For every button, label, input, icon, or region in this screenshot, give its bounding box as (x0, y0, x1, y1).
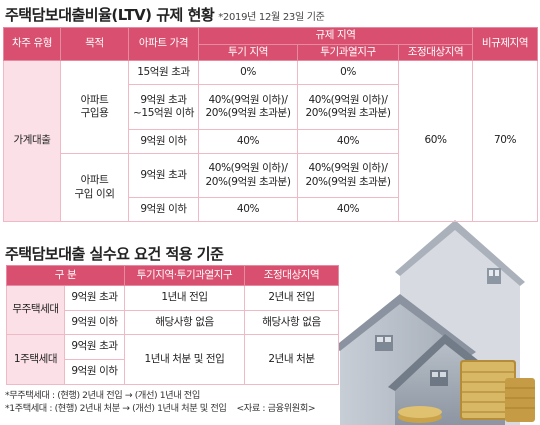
table-row: 9억원 이하 (7, 359, 339, 385)
table-row: 1주택세대 9억원 초과 1년내 처분 및 전입 2년내 처분 (6, 334, 339, 385)
price-cell: 9억원 초과 ~15억원 이하 (128, 84, 199, 130)
overheated-cell: 40% (297, 129, 399, 154)
spec-overheated-cell: 1년내 처분 및 전입 (124, 334, 245, 385)
adjustment-cell: 해당사항 없음 (244, 310, 339, 335)
ltv-title-text: 주택담보대출비율(LTV) 규제 현황 (5, 6, 215, 24)
table-row: 9억원 이하 40% 40% (4, 197, 538, 222)
household-loan-cell: 가계대출 (3, 60, 61, 222)
table-row: 9억원 이하 40% 40% (4, 129, 538, 154)
price-cell: 9억원 초과 (64, 334, 125, 360)
speculation-cell: 0% (198, 60, 298, 85)
header-adjustment-area: 조정대상지역 (397, 44, 474, 61)
spec-overheated-cell: 1년내 전입 (124, 285, 245, 311)
overheated-cell: 40%(9억원 이하)/ 20%(9억원 초과분) (297, 153, 399, 198)
price-cell: 9억원 이하 (128, 129, 199, 154)
spec-overheated-cell: 해당사항 없음 (124, 310, 245, 335)
header-adjustment: 조정대상지역 (244, 265, 339, 286)
header-apartment-price: 아파트 가격 (128, 27, 199, 61)
adjustment-cell: 2년내 전입 (244, 285, 339, 311)
coin-stack-icon (398, 360, 535, 423)
ltv-title: 주택담보대출비율(LTV) 규제 현황 *2019년 12월 23일 기준 (5, 4, 325, 25)
price-cell: 9억원 이하 (64, 359, 125, 385)
ltv-date-note: *2019년 12월 23일 기준 (218, 12, 325, 23)
price-cell: 9억원 이하 (128, 197, 199, 222)
table-row: 9억원 초과 ~15억원 이하 40%(9억원 이하)/ 20%(9억원 초과분… (4, 84, 538, 130)
ltv-table: 차주 유형 목적 아파트 가격 규제 지역 비규제지역 투기 지역 투기과열지구… (3, 27, 539, 222)
price-cell: 15억원 초과 (128, 60, 199, 85)
footnote-one-home-row: *1주택세대 : (현행) 2년내 처분 → (개선) 1년내 처분 및 전입 <… (5, 402, 316, 415)
table-row: 무주택세대 9억원 초과 1년내 전입 2년내 전입 (6, 285, 339, 335)
speculation-cell: 40%(9억원 이하)/ 20%(9억원 초과분) (198, 153, 298, 198)
demand-table: 구 분 투기지역·투기과열지구 조정대상지역 무주택세대 9억원 초과 1년내 … (6, 265, 339, 385)
speculation-cell: 40% (198, 197, 298, 222)
overheated-cell: 0% (297, 60, 399, 85)
adjustment-value-cell: 60% (397, 60, 474, 222)
overheated-cell: 40%(9억원 이하)/ 20%(9억원 초과분) (297, 84, 399, 130)
overheated-cell: 40% (297, 197, 399, 222)
purpose-other-cell: 아파트 구입 이외 (60, 153, 129, 222)
speculation-cell: 40% (198, 129, 298, 154)
price-cell: 9억원 이하 (64, 310, 125, 335)
adjustment-cell: 2년내 처분 (244, 334, 339, 385)
header-overheated-district: 투기과열지구 (297, 44, 399, 61)
no-home-household-cell: 무주택세대 (6, 285, 65, 335)
source-note: <자료 : 금융위원회> (236, 403, 316, 415)
header-borrower-type: 차주 유형 (3, 27, 61, 61)
table-row: 가계대출 아파트 구입용 15억원 초과 0% 0% 60% 70% (3, 60, 539, 222)
header-non-regulated: 비규제지역 (472, 27, 539, 61)
footnotes: *무주택세대 : (현행) 2년내 전입 → (개선) 1년내 전입 *1주택세… (5, 389, 316, 416)
non-regulated-value-cell: 70% (472, 60, 539, 222)
header-regulated-area: 규제 지역 (197, 27, 474, 45)
one-home-household-cell: 1주택세대 (6, 334, 65, 385)
header-category: 구 분 (6, 265, 125, 286)
header-purpose: 목적 (60, 27, 129, 61)
purpose-residential-cell: 아파트 구입용 (60, 60, 129, 154)
header-speculation-area: 투기 지역 (198, 44, 298, 61)
speculation-cell: 40%(9억원 이하)/ 20%(9억원 초과분) (198, 84, 298, 130)
header-spec-overheated: 투기지역·투기과열지구 (124, 265, 245, 286)
footnote-one-home: *1주택세대 : (현행) 2년내 처분 → (개선) 1년내 처분 및 전입 (5, 403, 227, 415)
price-cell: 9억원 초과 (128, 153, 199, 198)
footnote-no-home: *무주택세대 : (현행) 2년내 전입 → (개선) 1년내 전입 (5, 390, 200, 401)
price-cell: 9억원 초과 (64, 285, 125, 311)
demand-title: 주택담보대출 실수요 요건 적용 기준 (5, 245, 224, 263)
table-row: 아파트 구입 이외 9억원 초과 40%(9억원 이하)/ 20%(9억원 초과… (4, 153, 538, 222)
